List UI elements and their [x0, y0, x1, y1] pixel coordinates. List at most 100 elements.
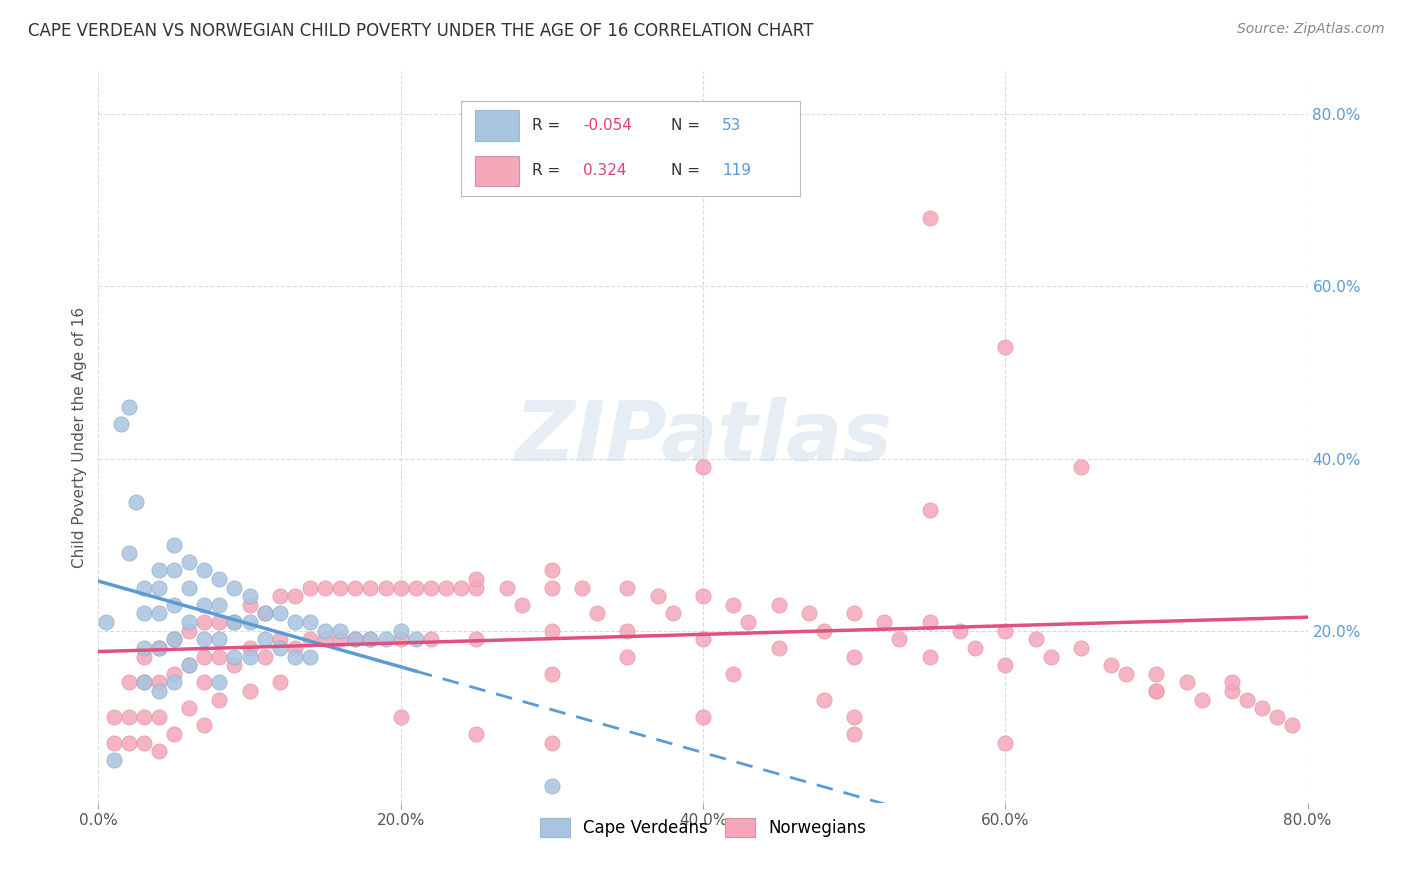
Point [768, 159, 790, 173]
Point [405, 581, 427, 595]
Point [193, 598, 215, 612]
Point [118, 546, 141, 560]
Point [148, 640, 170, 655]
Point [813, 692, 835, 706]
Point [208, 615, 231, 629]
Point [692, 632, 714, 647]
Point [239, 598, 262, 612]
Point [299, 615, 322, 629]
Point [994, 340, 1017, 354]
Point [125, 494, 148, 508]
Text: CAPE VERDEAN VS NORWEGIAN CHILD POVERTY UNDER THE AGE OF 16 CORRELATION CHART: CAPE VERDEAN VS NORWEGIAN CHILD POVERTY … [28, 22, 814, 40]
Point [329, 581, 352, 595]
Point [994, 624, 1017, 638]
Point [692, 589, 714, 603]
Point [571, 581, 593, 595]
Point [148, 675, 170, 690]
Point [269, 632, 291, 647]
Point [1236, 692, 1258, 706]
Point [132, 710, 155, 724]
Point [103, 735, 125, 749]
Point [616, 624, 638, 638]
Point [208, 692, 231, 706]
Text: ZIPatlas: ZIPatlas [515, 397, 891, 477]
Text: Source: ZipAtlas.com: Source: ZipAtlas.com [1237, 22, 1385, 37]
Point [239, 615, 262, 629]
Point [374, 581, 396, 595]
Point [193, 718, 215, 732]
Point [360, 632, 382, 647]
Point [148, 581, 170, 595]
Point [329, 624, 352, 638]
Point [737, 615, 759, 629]
Point [389, 624, 412, 638]
Point [148, 607, 170, 621]
Point [450, 581, 472, 595]
Point [540, 624, 562, 638]
Point [844, 710, 866, 724]
Point [239, 640, 262, 655]
Point [284, 615, 307, 629]
Point [193, 564, 215, 578]
Point [314, 624, 336, 638]
Point [284, 640, 307, 655]
Point [768, 640, 790, 655]
Point [284, 649, 307, 664]
Point [118, 735, 141, 749]
Point [163, 675, 186, 690]
Point [224, 581, 246, 595]
Point [344, 632, 367, 647]
Point [1070, 640, 1092, 655]
Point [844, 727, 866, 741]
Point [103, 753, 125, 767]
Point [179, 581, 201, 595]
Point [163, 598, 186, 612]
Y-axis label: Child Poverty Under the Age of 16: Child Poverty Under the Age of 16 [72, 307, 87, 567]
Point [844, 649, 866, 664]
Point [179, 658, 201, 673]
Point [148, 564, 170, 578]
Point [224, 615, 246, 629]
Point [1220, 675, 1243, 690]
Point [389, 632, 412, 647]
Point [179, 701, 201, 715]
Point [253, 632, 276, 647]
Point [118, 710, 141, 724]
Point [965, 640, 987, 655]
Point [420, 632, 443, 647]
Point [163, 632, 186, 647]
Point [269, 607, 291, 621]
Point [389, 710, 412, 724]
Point [344, 632, 367, 647]
Point [994, 658, 1017, 673]
Point [540, 581, 562, 595]
Point [193, 632, 215, 647]
Point [465, 581, 488, 595]
Point [299, 649, 322, 664]
Point [495, 581, 517, 595]
Point [389, 581, 412, 595]
Point [873, 615, 896, 629]
Point [179, 624, 201, 638]
Point [420, 581, 443, 595]
Point [299, 581, 322, 595]
Point [1115, 666, 1137, 681]
Point [1024, 632, 1046, 647]
Point [163, 564, 186, 578]
Point [179, 658, 201, 673]
Point [918, 503, 941, 517]
Point [208, 675, 231, 690]
Point [360, 632, 382, 647]
Point [193, 615, 215, 629]
Point [224, 658, 246, 673]
Point [1070, 460, 1092, 475]
Point [132, 649, 155, 664]
Point [314, 581, 336, 595]
Point [132, 640, 155, 655]
Point [208, 598, 231, 612]
Point [889, 632, 911, 647]
Point [797, 607, 820, 621]
Point [465, 727, 488, 741]
Point [163, 632, 186, 647]
Point [647, 589, 669, 603]
